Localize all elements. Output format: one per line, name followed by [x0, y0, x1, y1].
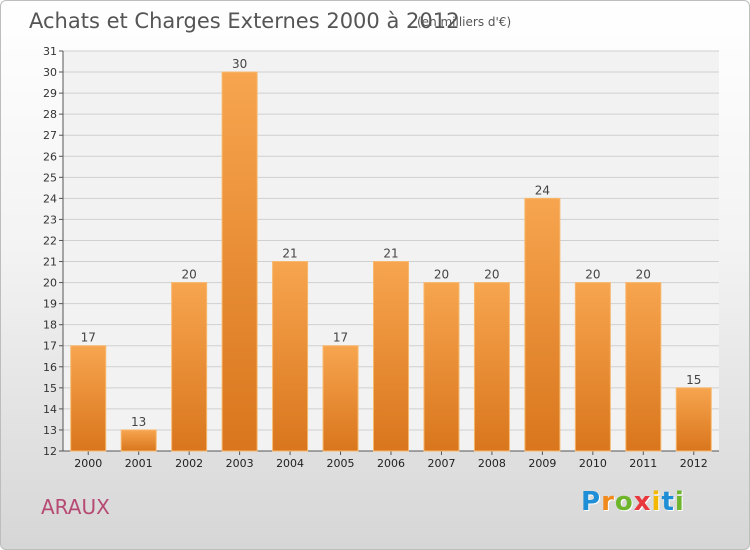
y-tick-label: 22	[43, 234, 57, 247]
y-tick-label: 18	[43, 319, 57, 332]
chart-title: Achats et Charges Externes 2000 à 2012	[29, 9, 459, 33]
y-tick-label: 26	[43, 150, 57, 163]
x-tick-label: 2012	[680, 457, 708, 470]
y-tick-label: 13	[43, 424, 57, 437]
chart-subtitle: (en milliers d'€)	[417, 15, 511, 29]
y-tick-label: 27	[43, 129, 57, 142]
y-tick-label: 12	[43, 445, 57, 458]
data-label: 20	[434, 268, 449, 282]
bar	[423, 282, 460, 452]
x-tick-label: 2009	[528, 457, 556, 470]
bar	[322, 345, 359, 452]
x-tick-label: 2006	[377, 457, 405, 470]
data-labels: 17 13 20 30 21 17 21 20 20 24 20 20 15	[81, 57, 702, 429]
data-label: 24	[535, 183, 550, 197]
y-tick-label: 16	[43, 361, 57, 374]
bars	[70, 71, 712, 452]
logo-letter: x	[633, 487, 652, 517]
x-tick-label: 2002	[175, 457, 203, 470]
x-tick-label: 2001	[125, 457, 153, 470]
logo-letter: P	[581, 487, 602, 517]
y-tick-label: 21	[43, 256, 57, 269]
bar	[272, 261, 309, 452]
bar	[675, 387, 712, 452]
logo-letter: r	[601, 487, 615, 517]
logo-letter: i	[651, 487, 662, 517]
x-tick-label: 2010	[579, 457, 607, 470]
y-tick-label: 24	[43, 192, 57, 205]
data-label: 20	[636, 268, 651, 282]
y-tick-label: 29	[43, 87, 57, 100]
logo-letter: t	[661, 487, 675, 517]
y-tick-label: 31	[43, 45, 57, 58]
bar	[574, 282, 611, 452]
y-tick-label: 15	[43, 382, 57, 395]
y-tick-label: 19	[43, 298, 57, 311]
bar	[473, 282, 510, 452]
bar	[171, 282, 208, 452]
axes: 12 13 14 15 16 17 18 19 20 21 22 23 24 25 26 27 28 29 30 31…	[43, 45, 719, 470]
bar	[373, 261, 409, 452]
x-tick-label: 2004	[276, 457, 304, 470]
y-tick-label: 14	[43, 403, 57, 416]
x-tick-label: 2008	[478, 457, 506, 470]
data-label: 20	[585, 268, 600, 282]
logo-letter: i	[674, 487, 685, 517]
proxiti-logo: Proxiti	[581, 487, 685, 517]
y-tick-label: 17	[43, 340, 57, 353]
y-tick-label: 25	[43, 171, 57, 184]
bar	[221, 71, 258, 452]
logo-letter: o	[614, 487, 634, 517]
bar	[70, 345, 107, 452]
x-tick-label: 2000	[74, 457, 102, 470]
y-tick-label: 28	[43, 108, 57, 121]
y-tick-label: 30	[43, 66, 57, 79]
place-name: ARAUX	[41, 495, 110, 519]
data-label: 30	[232, 57, 247, 71]
x-tick-label: 2007	[427, 457, 455, 470]
data-label: 17	[81, 331, 96, 345]
data-label: 15	[686, 373, 701, 387]
data-label: 20	[484, 268, 499, 282]
bar	[120, 429, 157, 452]
data-label: 20	[182, 268, 197, 282]
bar	[524, 197, 561, 452]
data-label: 21	[383, 247, 398, 261]
x-tick-label: 2011	[629, 457, 657, 470]
x-tick-label: 2003	[226, 457, 254, 470]
data-label: 17	[333, 331, 348, 345]
y-tick-label: 20	[43, 277, 57, 290]
data-label: 21	[282, 247, 297, 261]
x-tick-label: 2005	[327, 457, 355, 470]
y-tick-label: 23	[43, 213, 57, 226]
bar	[625, 282, 662, 452]
data-label: 13	[131, 415, 146, 429]
